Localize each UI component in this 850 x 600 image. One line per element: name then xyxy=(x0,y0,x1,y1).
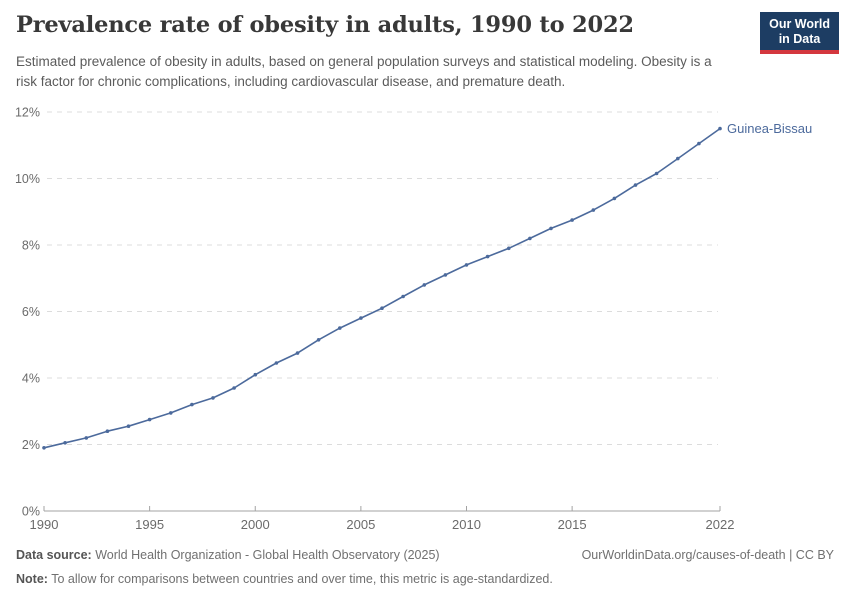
data-point[interactable] xyxy=(570,218,574,222)
x-axis-tick-label: 2010 xyxy=(452,517,481,532)
data-point[interactable] xyxy=(612,196,617,201)
y-axis-tick-label: 2% xyxy=(22,438,40,452)
series-label-guinea-bissau[interactable]: Guinea-Bissau xyxy=(727,121,812,136)
y-axis-tick-label: 12% xyxy=(15,106,40,120)
logo-text-line2: in Data xyxy=(778,32,821,46)
data-source-label: Data source: xyxy=(16,548,92,562)
data-point[interactable] xyxy=(591,208,596,212)
data-source-value: World Health Organization - Global Healt… xyxy=(91,548,440,562)
series-line-guinea-bissau[interactable] xyxy=(43,127,721,449)
x-axis-tick-label: 2000 xyxy=(241,517,270,532)
data-point[interactable] xyxy=(42,446,46,450)
logo-text-line1: Our World xyxy=(769,17,830,31)
data-point[interactable] xyxy=(295,351,300,355)
data-point[interactable] xyxy=(359,316,363,320)
x-axis-tick-label: 1995 xyxy=(135,517,164,532)
y-axis-tick-label: 8% xyxy=(22,239,40,253)
x-axis-tick-label: 2015 xyxy=(558,517,587,532)
data-point[interactable] xyxy=(316,338,321,342)
data-point[interactable] xyxy=(253,372,258,377)
owid-logo[interactable]: Our World in Data xyxy=(760,12,839,54)
data-point[interactable] xyxy=(126,424,131,429)
x-axis-tick-label: 2005 xyxy=(346,517,375,532)
data-point[interactable] xyxy=(105,429,110,434)
data-point[interactable] xyxy=(528,236,532,241)
data-point[interactable] xyxy=(464,263,469,267)
note-value: To allow for comparisons between countri… xyxy=(47,571,553,586)
data-point[interactable] xyxy=(549,226,553,231)
attribution-link[interactable]: OurWorldinData.org/causes-of-death | CC … xyxy=(581,548,834,562)
data-point[interactable] xyxy=(211,396,215,400)
chart-footer: Data source: World Health Organization -… xyxy=(16,547,834,588)
x-axis-tick-label: 1990 xyxy=(30,517,59,532)
x-axis-tick-label: 2022 xyxy=(706,517,735,532)
chart-title: Prevalence rate of obesity in adults, 19… xyxy=(16,12,634,38)
data-point[interactable] xyxy=(274,361,279,365)
y-axis-tick-label: 4% xyxy=(22,372,40,386)
y-axis-tick-label: 0% xyxy=(22,505,40,519)
data-point[interactable] xyxy=(697,141,701,146)
data-point[interactable] xyxy=(84,436,89,440)
data-point[interactable] xyxy=(232,386,236,390)
data-point[interactable] xyxy=(718,126,722,131)
data-point[interactable] xyxy=(401,294,405,299)
data-point[interactable] xyxy=(507,246,511,251)
data-point[interactable] xyxy=(443,273,448,277)
data-point[interactable] xyxy=(338,326,342,330)
note-label: Note: xyxy=(16,571,48,586)
data-point[interactable] xyxy=(147,417,152,422)
data-source-text: Data source: World Health Organization -… xyxy=(16,547,440,564)
data-point[interactable] xyxy=(422,283,427,287)
chart-subtitle: Estimated prevalence of obesity in adult… xyxy=(16,54,712,90)
y-axis-tick-label: 6% xyxy=(22,305,40,319)
data-point[interactable] xyxy=(676,156,680,161)
note-text: Note: To allow for comparisons between c… xyxy=(16,571,834,588)
data-point[interactable] xyxy=(654,171,659,176)
data-point[interactable] xyxy=(633,183,638,187)
data-point[interactable] xyxy=(380,306,384,311)
data-point[interactable] xyxy=(63,441,67,445)
data-point[interactable] xyxy=(169,411,173,415)
data-point[interactable] xyxy=(190,402,194,407)
data-point[interactable] xyxy=(485,254,490,259)
y-axis-tick-label: 10% xyxy=(15,172,40,186)
